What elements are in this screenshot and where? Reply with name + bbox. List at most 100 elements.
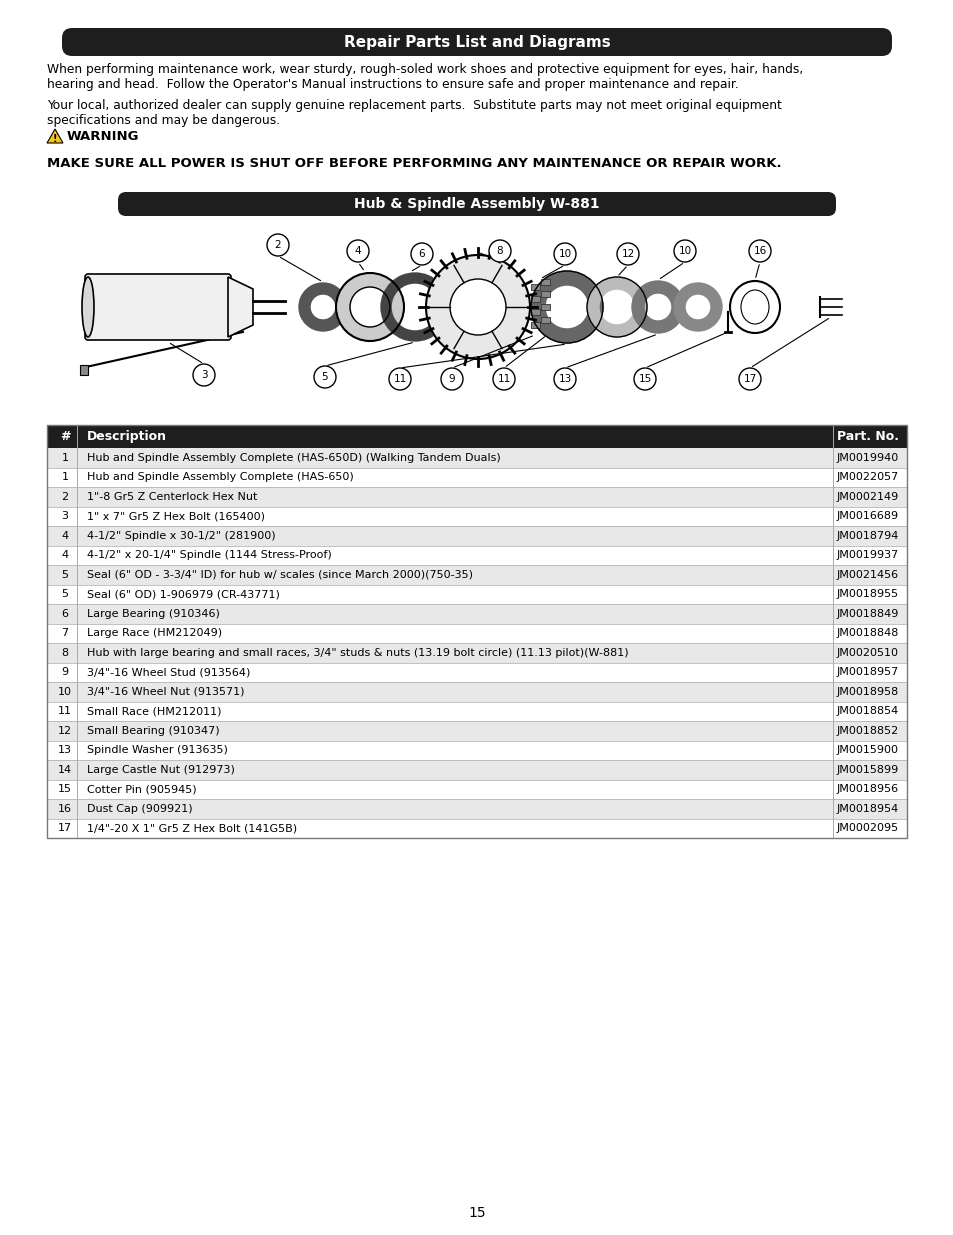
Circle shape bbox=[267, 233, 289, 256]
Text: 1" x 7" Gr5 Z Hex Bolt (165400): 1" x 7" Gr5 Z Hex Bolt (165400) bbox=[87, 511, 265, 521]
Text: 10: 10 bbox=[558, 249, 571, 259]
FancyBboxPatch shape bbox=[85, 274, 231, 340]
Text: specifications and may be dangerous.: specifications and may be dangerous. bbox=[47, 114, 280, 127]
Text: JM0019937: JM0019937 bbox=[836, 551, 898, 561]
Text: 11: 11 bbox=[58, 706, 71, 716]
Bar bbox=[47, 760, 906, 779]
Text: JM0018794: JM0018794 bbox=[836, 531, 898, 541]
Bar bbox=[47, 682, 906, 701]
Circle shape bbox=[389, 368, 411, 390]
Text: 4-1/2" Spindle x 30-1/2" (281900): 4-1/2" Spindle x 30-1/2" (281900) bbox=[87, 531, 275, 541]
Bar bbox=[47, 701, 906, 721]
Text: JM0018852: JM0018852 bbox=[836, 726, 898, 736]
Text: 8: 8 bbox=[497, 246, 503, 256]
Bar bbox=[47, 643, 906, 662]
Bar bbox=[47, 526, 906, 546]
Text: Repair Parts List and Diagrams: Repair Parts List and Diagrams bbox=[343, 35, 610, 49]
Text: 4: 4 bbox=[355, 246, 361, 256]
Text: Dust Cap (909921): Dust Cap (909921) bbox=[87, 804, 193, 814]
Text: !: ! bbox=[52, 135, 57, 144]
Text: 11: 11 bbox=[497, 374, 510, 384]
Text: 5: 5 bbox=[321, 372, 328, 382]
Text: JM0002149: JM0002149 bbox=[836, 492, 898, 501]
Bar bbox=[540, 291, 550, 296]
Text: JM0016689: JM0016689 bbox=[836, 511, 898, 521]
Text: 9: 9 bbox=[448, 374, 455, 384]
Text: 3/4"-16 Wheel Nut (913571): 3/4"-16 Wheel Nut (913571) bbox=[87, 687, 244, 697]
Text: 11: 11 bbox=[393, 374, 406, 384]
Bar bbox=[47, 799, 906, 819]
Bar bbox=[47, 624, 906, 643]
Text: 17: 17 bbox=[742, 374, 756, 384]
Text: 9: 9 bbox=[61, 667, 69, 677]
Text: 5: 5 bbox=[61, 569, 69, 579]
Bar bbox=[47, 546, 906, 564]
Bar bbox=[531, 296, 539, 303]
Circle shape bbox=[673, 240, 696, 262]
Text: 10: 10 bbox=[58, 687, 71, 697]
Text: Spindle Washer (913635): Spindle Washer (913635) bbox=[87, 745, 228, 756]
Text: Your local, authorized dealer can supply genuine replacement parts.  Substitute : Your local, authorized dealer can supply… bbox=[47, 99, 781, 112]
Text: 6: 6 bbox=[61, 609, 69, 619]
Text: JM0002095: JM0002095 bbox=[836, 824, 898, 834]
Bar bbox=[531, 322, 539, 329]
Text: 16: 16 bbox=[58, 804, 71, 814]
Text: MAKE SURE ALL POWER IS SHUT OFF BEFORE PERFORMING ANY MAINTENANCE OR REPAIR WORK: MAKE SURE ALL POWER IS SHUT OFF BEFORE P… bbox=[47, 157, 781, 170]
Text: JM0018958: JM0018958 bbox=[836, 687, 898, 697]
Circle shape bbox=[493, 368, 515, 390]
Text: Large Race (HM212049): Large Race (HM212049) bbox=[87, 629, 222, 638]
Text: 2: 2 bbox=[274, 240, 281, 249]
Bar bbox=[540, 317, 550, 324]
Text: Large Bearing (910346): Large Bearing (910346) bbox=[87, 609, 219, 619]
Bar bbox=[540, 279, 550, 285]
Text: 1: 1 bbox=[61, 453, 69, 463]
Text: 3/4"-16 Wheel Stud (913564): 3/4"-16 Wheel Stud (913564) bbox=[87, 667, 250, 677]
Bar bbox=[47, 662, 906, 682]
Text: Cotter Pin (905945): Cotter Pin (905945) bbox=[87, 784, 196, 794]
Text: Hub and Spindle Assembly Complete (HAS-650D) (Walking Tandem Duals): Hub and Spindle Assembly Complete (HAS-6… bbox=[87, 453, 500, 463]
Text: Hub and Spindle Assembly Complete (HAS-650): Hub and Spindle Assembly Complete (HAS-6… bbox=[87, 472, 354, 482]
Text: 3: 3 bbox=[61, 511, 69, 521]
Text: JM0018854: JM0018854 bbox=[836, 706, 898, 716]
Text: Hub & Spindle Assembly W-881: Hub & Spindle Assembly W-881 bbox=[354, 198, 599, 211]
Text: 7: 7 bbox=[61, 629, 69, 638]
Text: JM0021456: JM0021456 bbox=[836, 569, 898, 579]
Circle shape bbox=[554, 243, 576, 266]
Bar bbox=[47, 721, 906, 741]
Text: 13: 13 bbox=[58, 745, 71, 756]
Text: JM0018955: JM0018955 bbox=[836, 589, 898, 599]
Bar bbox=[47, 425, 906, 448]
Text: JM0015900: JM0015900 bbox=[836, 745, 898, 756]
Text: JM0018848: JM0018848 bbox=[836, 629, 898, 638]
Circle shape bbox=[617, 243, 639, 266]
Text: When performing maintenance work, wear sturdy, rough-soled work shoes and protec: When performing maintenance work, wear s… bbox=[47, 63, 802, 77]
Bar bbox=[47, 604, 906, 624]
Bar bbox=[47, 425, 906, 839]
Circle shape bbox=[440, 368, 462, 390]
Text: Small Bearing (910347): Small Bearing (910347) bbox=[87, 726, 219, 736]
Text: 14: 14 bbox=[58, 764, 72, 774]
Bar bbox=[47, 779, 906, 799]
Text: 13: 13 bbox=[558, 374, 571, 384]
Text: JM0020510: JM0020510 bbox=[836, 647, 898, 658]
Text: JM0018956: JM0018956 bbox=[836, 784, 898, 794]
FancyBboxPatch shape bbox=[118, 191, 835, 216]
Bar bbox=[47, 448, 906, 468]
Bar bbox=[47, 487, 906, 506]
Circle shape bbox=[739, 368, 760, 390]
Text: 1: 1 bbox=[61, 472, 69, 482]
Ellipse shape bbox=[82, 277, 94, 337]
Text: JM0015899: JM0015899 bbox=[836, 764, 898, 774]
Text: Seal (6" OD - 3-3/4" ID) for hub w/ scales (since March 2000)(750-35): Seal (6" OD - 3-3/4" ID) for hub w/ scal… bbox=[87, 569, 473, 579]
Bar bbox=[47, 819, 906, 839]
Text: 8: 8 bbox=[61, 647, 69, 658]
FancyBboxPatch shape bbox=[62, 28, 891, 56]
Bar bbox=[531, 309, 539, 315]
Text: 15: 15 bbox=[638, 374, 651, 384]
Text: 5: 5 bbox=[61, 589, 69, 599]
Text: Description: Description bbox=[87, 430, 167, 443]
Text: 10: 10 bbox=[678, 246, 691, 256]
Polygon shape bbox=[228, 277, 253, 337]
Text: JM0022057: JM0022057 bbox=[836, 472, 898, 482]
Bar bbox=[47, 468, 906, 487]
